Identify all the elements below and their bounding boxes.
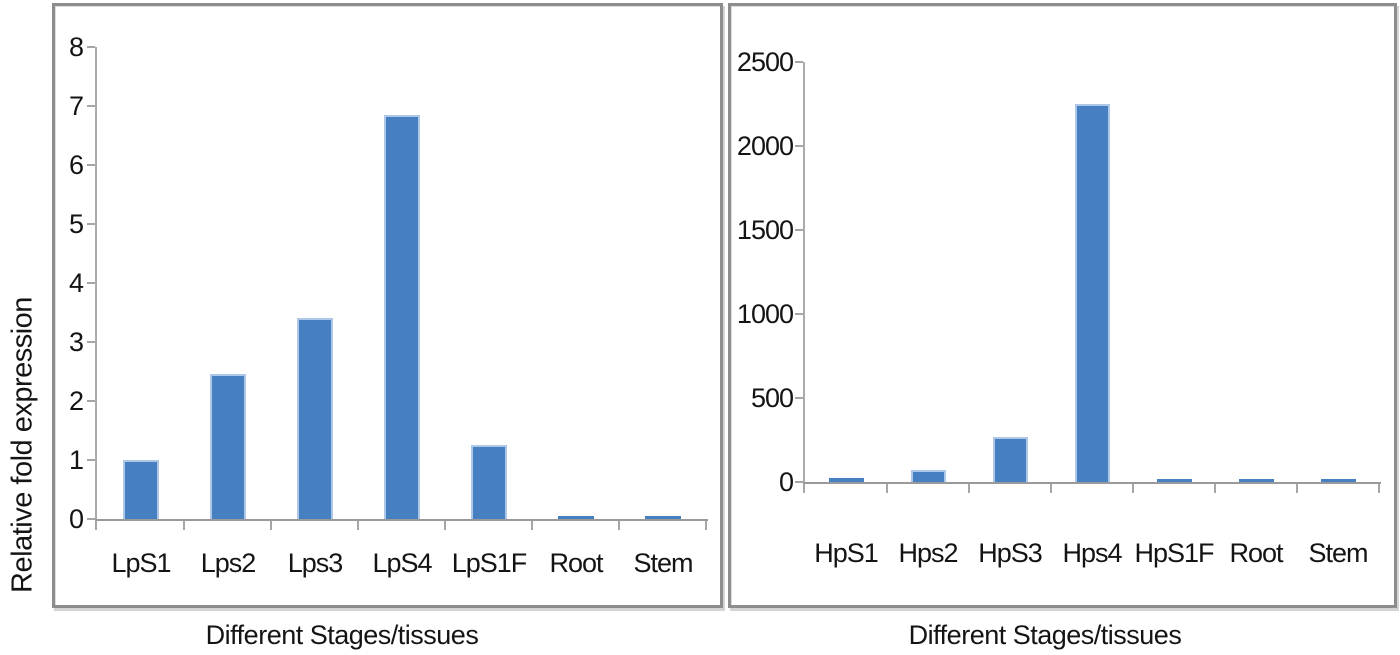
x-tick bbox=[357, 521, 359, 530]
x-category-label-Lps2: Lps2 bbox=[200, 548, 257, 578]
bar-Hps4 bbox=[1075, 104, 1110, 482]
y-tick bbox=[87, 164, 95, 166]
bar-Stem bbox=[645, 516, 681, 519]
x-category-label-Lps3: Lps3 bbox=[287, 548, 344, 578]
y-tick-label: 0 bbox=[778, 467, 794, 497]
y-tick bbox=[795, 61, 803, 63]
bar-HpS1F bbox=[1157, 479, 1192, 482]
y-tick bbox=[795, 313, 803, 315]
y-tick bbox=[87, 46, 95, 48]
bar-Root bbox=[1239, 479, 1274, 482]
y-tick bbox=[87, 282, 95, 284]
x-category-label-Hps2: Hps2 bbox=[898, 538, 958, 568]
x-tick bbox=[886, 484, 888, 493]
x-category-label-HpS3: HpS3 bbox=[978, 538, 1043, 568]
x-tick bbox=[618, 521, 620, 530]
y-tick-label: 1000 bbox=[736, 299, 794, 329]
x-tick bbox=[183, 521, 185, 530]
x-tick bbox=[968, 484, 970, 493]
x-category-label-HpS1F: HpS1F bbox=[1134, 538, 1214, 568]
y-tick bbox=[795, 229, 803, 231]
y-tick-label: 6 bbox=[68, 150, 84, 180]
y-axis-line bbox=[803, 62, 805, 484]
y-tick-label: 7 bbox=[68, 91, 84, 121]
y-tick-label: 1 bbox=[68, 445, 84, 475]
bar-Root bbox=[558, 516, 594, 519]
y-axis-line bbox=[95, 47, 97, 521]
x-tick bbox=[444, 521, 446, 530]
bar-HpS1 bbox=[829, 478, 864, 482]
y-tick bbox=[87, 459, 95, 461]
y-tick bbox=[795, 397, 803, 399]
x-category-label-LpS1: LpS1 bbox=[111, 548, 171, 578]
y-tick bbox=[795, 481, 803, 483]
y-tick-label: 2500 bbox=[736, 47, 794, 77]
right-chart-panel: 0 500 1000 1500 2000 2500 HpS1 Hps2 HpS3 Hps4 HpS1… bbox=[728, 3, 1397, 608]
y-axis-title: Relative fold expression bbox=[6, 297, 39, 593]
x-tick bbox=[95, 521, 97, 530]
right-x-axis-title: Different Stages/tissues bbox=[908, 620, 1182, 650]
x-tick bbox=[531, 521, 533, 530]
y-tick bbox=[87, 223, 95, 225]
bar-Hps2 bbox=[911, 470, 946, 482]
bar-Lps2 bbox=[210, 374, 246, 519]
x-category-label-HpS1: HpS1 bbox=[814, 538, 879, 568]
x-tick bbox=[705, 521, 707, 530]
x-category-label-Stem: Stem bbox=[1308, 538, 1368, 568]
x-tick bbox=[1214, 484, 1216, 493]
x-tick bbox=[803, 484, 805, 493]
x-tick bbox=[270, 521, 272, 530]
y-tick-label: 4 bbox=[68, 268, 84, 298]
y-tick-label: 2000 bbox=[736, 131, 794, 161]
y-tick bbox=[87, 400, 95, 402]
y-tick bbox=[87, 105, 95, 107]
x-tick bbox=[1378, 484, 1380, 493]
x-tick bbox=[1296, 484, 1298, 493]
y-tick-label: 0 bbox=[68, 504, 84, 534]
bar-Stem bbox=[1321, 479, 1356, 482]
y-tick-label: 1500 bbox=[736, 215, 794, 245]
y-tick-label: 3 bbox=[68, 327, 84, 357]
x-tick bbox=[1132, 484, 1134, 493]
left-chart-panel: 0 1 2 3 4 5 6 7 8 LpS1 Lps2 Lps3 LpS4 LpS1F Root Stem bbox=[52, 3, 723, 608]
bar-LpS1 bbox=[123, 460, 159, 519]
y-tick-label: 5 bbox=[68, 209, 84, 239]
bar-LpS1F bbox=[471, 445, 507, 519]
y-tick bbox=[795, 145, 803, 147]
x-axis-line bbox=[95, 519, 708, 521]
x-category-label-Hps4: Hps4 bbox=[1062, 538, 1122, 568]
y-tick-label: 500 bbox=[750, 383, 794, 413]
left-x-axis-title: Different Stages/tissues bbox=[205, 620, 479, 650]
y-tick-label: 8 bbox=[68, 32, 84, 62]
bar-HpS3 bbox=[993, 437, 1028, 482]
x-category-label-Root: Root bbox=[1229, 538, 1283, 568]
x-category-label-LpS1F: LpS1F bbox=[451, 548, 528, 578]
x-category-label-Stem: Stem bbox=[633, 548, 693, 578]
y-tick-label: 2 bbox=[68, 386, 84, 416]
x-axis-line bbox=[803, 482, 1381, 484]
y-tick bbox=[87, 518, 95, 520]
bar-LpS4 bbox=[384, 115, 420, 519]
x-category-label-Root: Root bbox=[549, 548, 603, 578]
x-category-label-LpS4: LpS4 bbox=[372, 548, 432, 578]
bar-Lps3 bbox=[297, 318, 333, 519]
y-tick bbox=[87, 341, 95, 343]
x-tick bbox=[1050, 484, 1052, 493]
